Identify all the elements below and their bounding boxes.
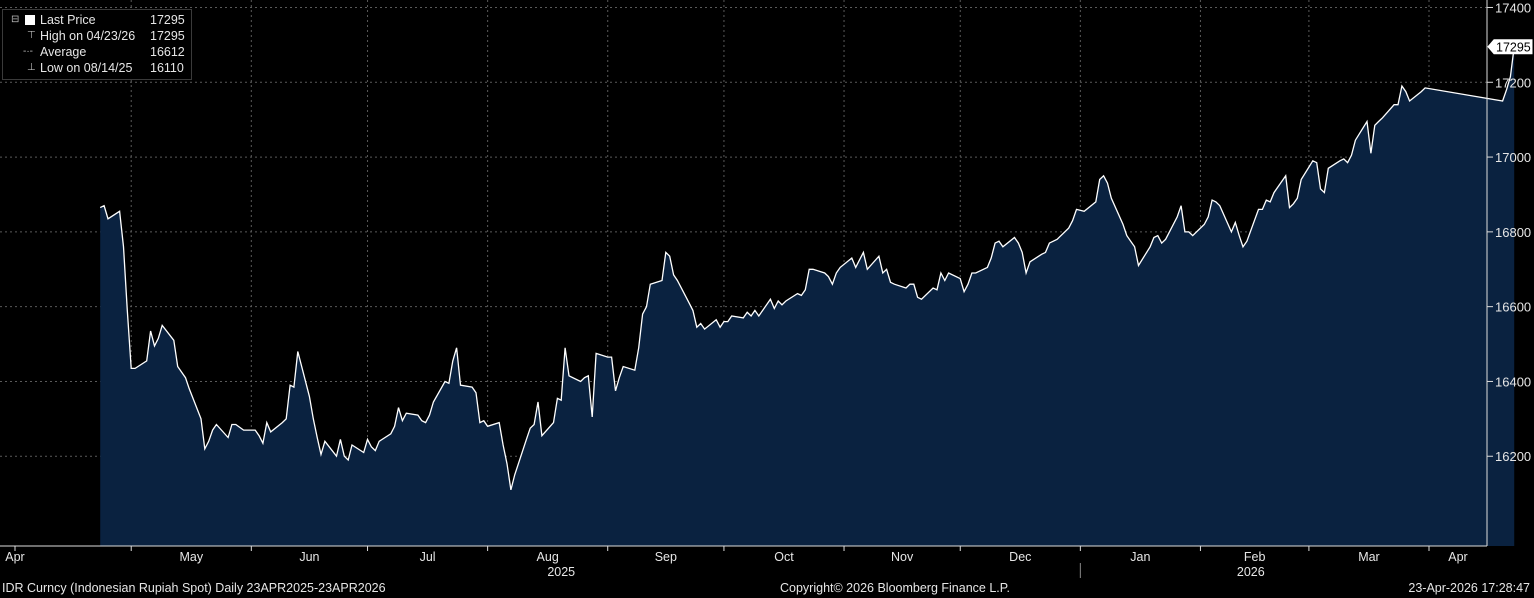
legend-average-value: 16612 — [150, 45, 185, 59]
x-tick-label: Apr — [1448, 550, 1467, 564]
y-tick-label: 16200 — [1495, 449, 1531, 464]
copyright: Copyright© 2026 Bloomberg Finance L.P. — [780, 581, 1010, 595]
y-tick-label: 16600 — [1495, 300, 1531, 315]
price-line — [99, 46, 1515, 491]
last-price-swatch — [25, 15, 35, 25]
legend-low-value: 16110 — [150, 61, 184, 75]
last-price-tag — [1487, 39, 1533, 55]
year-label: 2025 — [547, 565, 575, 579]
y-tick-label: 17200 — [1495, 75, 1531, 90]
legend-last-value: 17295 — [150, 13, 185, 27]
y-tick-label: 17400 — [1495, 0, 1531, 15]
legend: ⊟ Last Price 17295 ⊤ High on 04/23/26 17… — [2, 9, 192, 80]
legend-low-label: Low on 08/14/25 — [40, 61, 133, 75]
legend-last: ⊟ Last Price 17295 — [3, 12, 189, 28]
x-tick-label: May — [179, 550, 203, 564]
x-tick-label: Nov — [891, 550, 914, 564]
legend-low: ⊥ Low on 08/14/25 16110 — [3, 60, 189, 76]
x-tick-label: Aug — [537, 550, 559, 564]
legend-high-label: High on 04/23/26 — [40, 29, 136, 43]
y-tick-label: 17000 — [1495, 150, 1531, 165]
axes: 16200 16400 16600 16800 17000 17200 17400 Apr Ma… — [0, 0, 1533, 579]
legend-high-value: 17295 — [150, 29, 185, 43]
x-tick-label: Oct — [774, 550, 794, 564]
timestamp: 23-Apr-2026 17:28:47 — [1408, 581, 1530, 595]
year-label: 2026 — [1237, 565, 1265, 579]
x-tick-label: Dec — [1009, 550, 1031, 564]
legend-last-label: Last Price — [40, 13, 96, 27]
security-description: IDR Curncy (Indonesian Rupiah Spot) Dail… — [2, 581, 386, 595]
x-tick-label: Apr — [5, 550, 24, 564]
last-price-tag-label: 17295 — [1496, 41, 1531, 55]
legend-average-label: Average — [40, 45, 87, 59]
collapse-icon[interactable]: ⊟ — [11, 14, 20, 25]
y-tick-label: 16800 — [1495, 225, 1531, 240]
x-tick-label: Jan — [1130, 550, 1150, 564]
y-tick-label: 16400 — [1495, 374, 1531, 389]
x-tick-label: Sep — [655, 550, 677, 564]
x-tick-label: Feb — [1244, 550, 1266, 564]
price-area — [100, 46, 1515, 546]
low-marker-icon: ⊥ — [27, 62, 36, 73]
x-tick-label: Jul — [420, 550, 436, 564]
high-marker-icon: ⊤ — [27, 30, 36, 41]
x-tick-label: Mar — [1358, 550, 1380, 564]
legend-high: ⊤ High on 04/23/26 17295 — [3, 28, 189, 44]
average-marker-icon: -·- — [23, 46, 33, 57]
x-tick-label: Jun — [299, 550, 319, 564]
legend-average: -·- Average 16612 — [3, 44, 189, 60]
